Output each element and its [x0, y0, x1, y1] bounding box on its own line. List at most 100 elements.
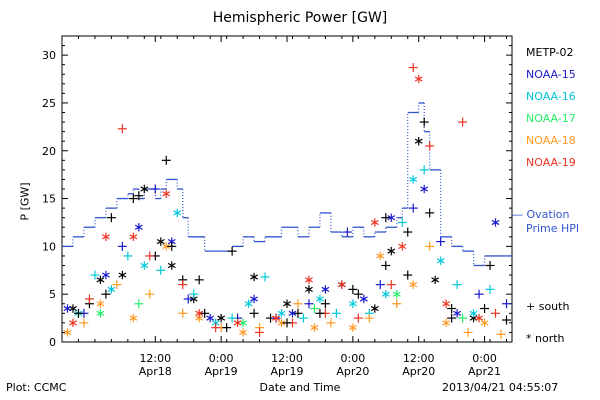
x-tick-label-time: 12:00 — [403, 352, 435, 365]
point-south — [403, 270, 413, 280]
point-noaa-18 — [376, 251, 385, 261]
point-south — [194, 275, 204, 285]
point-noaa-19 — [386, 280, 396, 290]
point-noaa-18 — [96, 299, 105, 308]
point-noaa-19 — [195, 309, 204, 318]
point-noaa-16 — [140, 261, 149, 270]
point-noaa-19 — [458, 117, 468, 127]
point-noaa-15 — [420, 184, 429, 194]
point-metp-02 — [200, 308, 210, 318]
x-tick-label-time: 0:00 — [209, 352, 234, 365]
point-noaa-19 — [305, 275, 313, 285]
point-noaa-16 — [298, 313, 308, 323]
y-tick-label: 15 — [42, 193, 56, 206]
legend-item-ovation-line2: Prime HPI — [526, 222, 580, 235]
point-noaa-15 — [453, 309, 462, 318]
point-metp-02 — [414, 136, 423, 146]
y-axis-label: P [GW] — [18, 182, 32, 221]
point-noaa-18 — [392, 299, 402, 309]
point-metp-02 — [217, 313, 226, 323]
point-noaa-19 — [398, 242, 407, 251]
footer-timestamp: 2013/04/21 04:55:07 — [442, 381, 559, 394]
y-tick-label: 10 — [42, 240, 56, 253]
point-noaa-19 — [272, 313, 280, 323]
point-metp-02 — [293, 308, 303, 318]
y-tick-label: 20 — [42, 145, 56, 158]
point-south — [222, 323, 232, 333]
point-noaa-18 — [129, 313, 138, 323]
point-noaa-16 — [485, 284, 495, 294]
point-noaa-18 — [162, 242, 171, 251]
x-tick-label-time: 12:00 — [271, 352, 303, 365]
point-metp-02 — [431, 275, 440, 285]
point-noaa-17 — [458, 313, 468, 323]
x-tick-label-date: Apr18 — [139, 365, 172, 378]
point-metp-02 — [227, 246, 237, 256]
point-noaa-16 — [189, 289, 199, 299]
point-noaa-18 — [364, 313, 374, 323]
point-noaa-18 — [326, 318, 336, 328]
point-metp-02 — [156, 237, 165, 246]
point-noaa-18 — [293, 299, 303, 309]
x-tick-label-date: Apr19 — [205, 365, 238, 378]
x-tick-label-date: Apr21 — [468, 365, 501, 378]
point-noaa-19 — [211, 323, 221, 333]
point-noaa-16 — [90, 270, 100, 280]
point-metp-02 — [161, 155, 171, 165]
point-south — [134, 191, 144, 201]
point-noaa-16 — [381, 289, 390, 299]
point-metp-02 — [106, 213, 116, 223]
legend-item-ovation: — Ovation — [512, 208, 570, 221]
point-metp-02 — [419, 117, 429, 127]
point-south — [167, 241, 177, 251]
point-noaa-17 — [309, 304, 319, 314]
legend-item-noaa19: NOAA-19 — [526, 156, 576, 169]
x-tick-label-time: 0:00 — [341, 352, 366, 365]
point-noaa-18 — [145, 289, 155, 299]
point-south — [249, 308, 259, 318]
point-noaa-16 — [123, 251, 133, 261]
point-noaa-16 — [315, 294, 324, 304]
point-noaa-16 — [452, 280, 462, 290]
point-metp-02 — [353, 289, 363, 299]
point-noaa-18 — [463, 327, 473, 337]
point-noaa-15 — [342, 227, 352, 237]
point-noaa-18 — [310, 323, 319, 332]
point-noaa-16 — [260, 272, 270, 282]
point-metp-02 — [447, 304, 457, 314]
point-noaa-17 — [134, 299, 144, 309]
point-noaa-16 — [107, 285, 116, 294]
point-noaa-18 — [63, 328, 72, 337]
point-noaa-18 — [178, 308, 188, 318]
legend-symbol-north: * north — [526, 332, 565, 345]
point-noaa-18 — [409, 280, 418, 289]
point-south — [73, 308, 83, 318]
point-noaa-15 — [117, 241, 127, 251]
point-noaa-16 — [419, 165, 429, 175]
point-noaa-19 — [408, 63, 418, 73]
point-noaa-18 — [239, 328, 248, 337]
point-noaa-19 — [162, 189, 171, 198]
legend-item-metp02: METP-02 — [526, 46, 574, 59]
y-tick-label: 25 — [42, 97, 56, 110]
point-noaa-16 — [469, 309, 478, 318]
point-noaa-15 — [183, 294, 193, 304]
x-tick-label-date: Apr20 — [336, 365, 369, 378]
point-noaa-15 — [474, 289, 484, 299]
x-tick-label-time: 12:00 — [139, 352, 171, 365]
point-metp-02 — [250, 272, 259, 282]
point-metp-02 — [128, 194, 138, 204]
point-noaa-16 — [173, 208, 182, 218]
point-metp-02 — [305, 285, 313, 294]
legend-item-noaa15: NOAA-15 — [526, 68, 576, 81]
point-noaa-19 — [255, 327, 265, 337]
point-noaa-15 — [134, 223, 143, 232]
y-tick-label: 0 — [49, 336, 56, 349]
point-noaa-16 — [156, 265, 166, 275]
point-south — [282, 318, 292, 328]
point-noaa-17 — [392, 289, 401, 299]
point-noaa-15 — [63, 304, 72, 313]
point-metp-02 — [96, 275, 105, 285]
point-noaa-19 — [353, 313, 363, 323]
